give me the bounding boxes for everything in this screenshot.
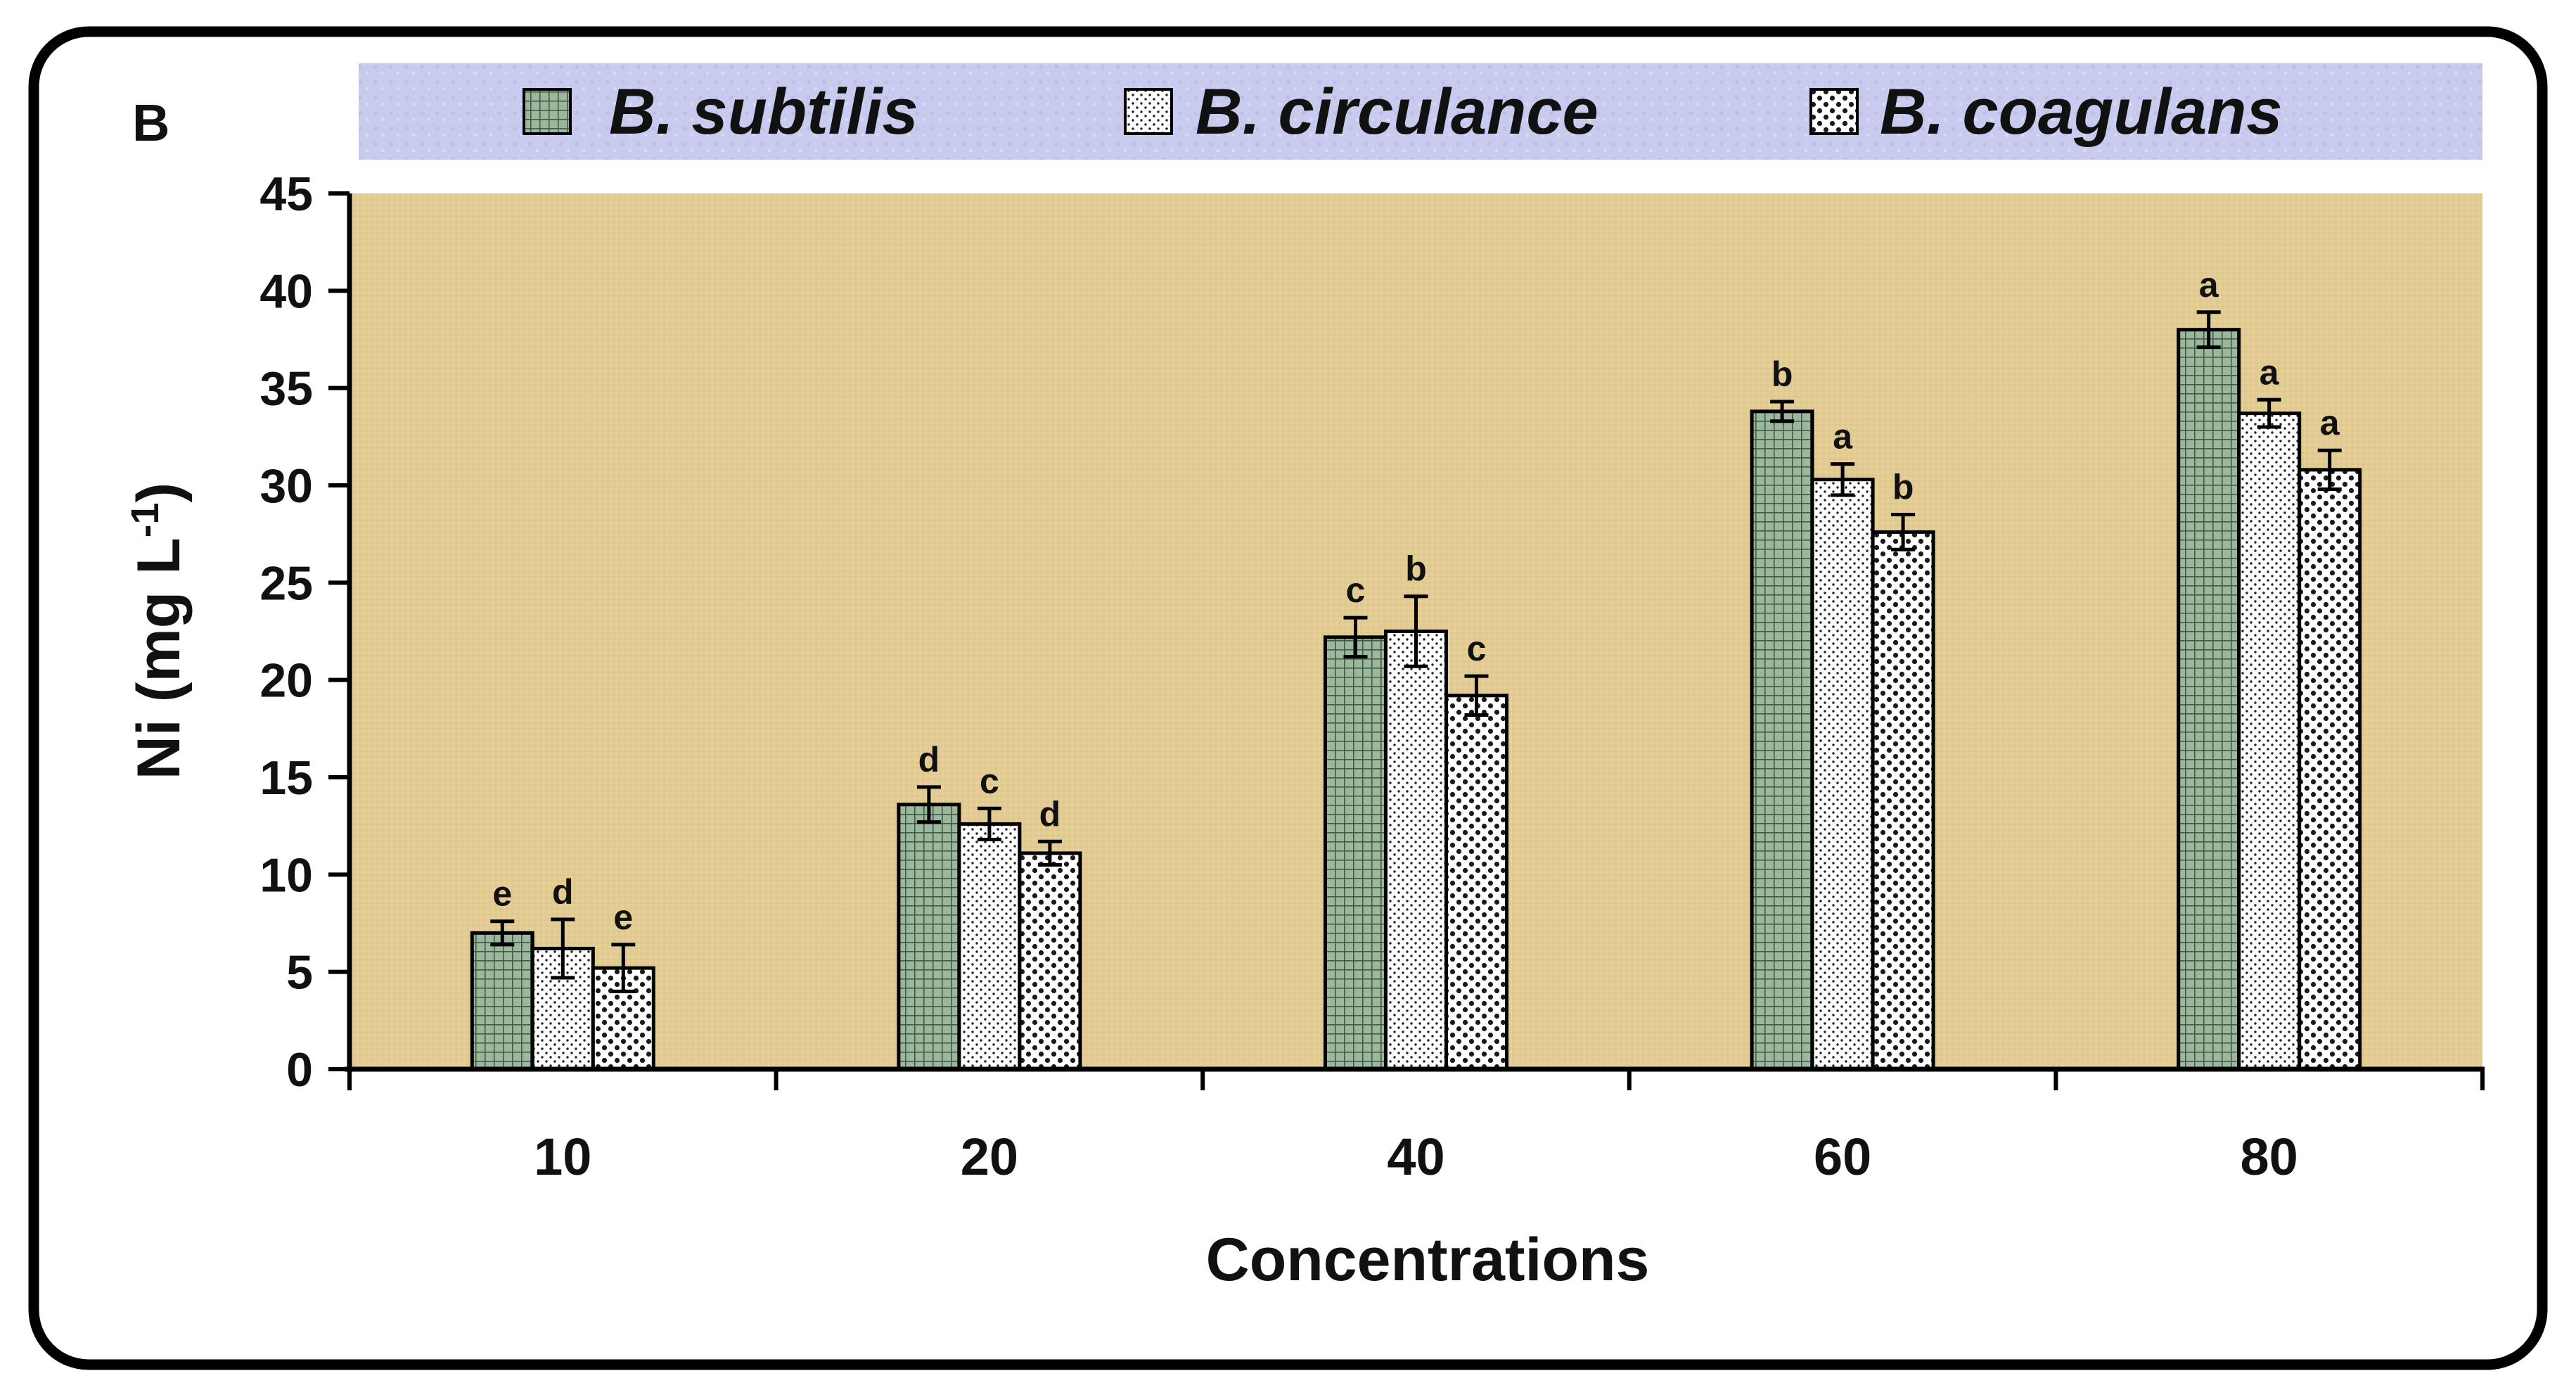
- significance-letter: d: [552, 872, 574, 912]
- bar: [1324, 635, 1388, 1071]
- bar: [2237, 412, 2302, 1071]
- y-tick-label: 5: [286, 946, 313, 1000]
- bar: [1871, 530, 1935, 1071]
- significance-letter: c: [980, 761, 999, 800]
- significance-letter: e: [492, 874, 512, 914]
- y-tick-label: 35: [259, 362, 313, 416]
- significance-letter: b: [1405, 549, 1427, 589]
- significance-letter: e: [613, 898, 633, 937]
- y-axis-title-superscript: -1: [122, 502, 167, 537]
- significance-letter: a: [1833, 417, 1853, 457]
- bar: [1444, 694, 1508, 1071]
- x-tick-label: 40: [1387, 1128, 1444, 1186]
- y-tick-label: 15: [259, 751, 313, 805]
- significance-letter: d: [1039, 794, 1061, 834]
- legend-label-1: B. circulance: [1196, 76, 1598, 148]
- bar: [1810, 478, 1875, 1071]
- legend-label-0: B. subtilis: [609, 76, 918, 148]
- y-tick-label: 45: [259, 167, 313, 221]
- legend-swatch-2: [1809, 88, 1859, 135]
- bar: [1018, 851, 1082, 1071]
- panel-label: B: [132, 94, 169, 152]
- y-ticks-layer: 0 5 10 15 20 25 30 35 40 45: [259, 167, 350, 1097]
- legend-swatch-0: [523, 88, 572, 135]
- bar: [470, 931, 534, 1071]
- bar: [957, 822, 1022, 1071]
- legend-label-2: B. coagulans: [1880, 76, 2283, 148]
- bar: [2177, 328, 2241, 1071]
- x-ticks-layer: 10 20 40 60 80: [347, 1069, 2485, 1186]
- x-tick-label: 10: [534, 1128, 591, 1186]
- y-axis-title: Ni (mg L-1): [122, 483, 193, 779]
- x-axis-title: Concentrations: [1206, 1226, 1650, 1294]
- legend-swatch-1: [1124, 88, 1173, 135]
- significance-letter: b: [1771, 355, 1793, 394]
- bar: [1384, 630, 1448, 1071]
- bar: [1750, 409, 1814, 1071]
- y-axis-title-main: Ni (mg L: [125, 537, 193, 779]
- significance-letter: a: [2260, 352, 2280, 392]
- significance-letter: c: [1346, 570, 1366, 610]
- significance-letter: a: [2320, 403, 2340, 442]
- bar: [897, 803, 961, 1071]
- significance-letter: d: [918, 740, 940, 779]
- legend-box: [359, 63, 2482, 160]
- y-tick-label: 25: [259, 556, 313, 610]
- x-tick-label: 60: [1814, 1128, 1871, 1186]
- bar: [2298, 468, 2362, 1071]
- y-axis-title-close: ): [125, 483, 193, 503]
- significance-letter: c: [1467, 629, 1487, 668]
- significance-letter: b: [1892, 468, 1914, 507]
- y-tick-label: 20: [259, 654, 313, 708]
- significance-letter: a: [2199, 265, 2219, 305]
- y-tick-label: 10: [259, 848, 313, 902]
- x-tick-label: 20: [961, 1128, 1018, 1186]
- y-tick-label: 40: [259, 264, 313, 318]
- y-tick-label: 0: [286, 1043, 313, 1097]
- y-tick-label: 30: [259, 459, 313, 513]
- x-tick-label: 80: [2241, 1128, 2298, 1186]
